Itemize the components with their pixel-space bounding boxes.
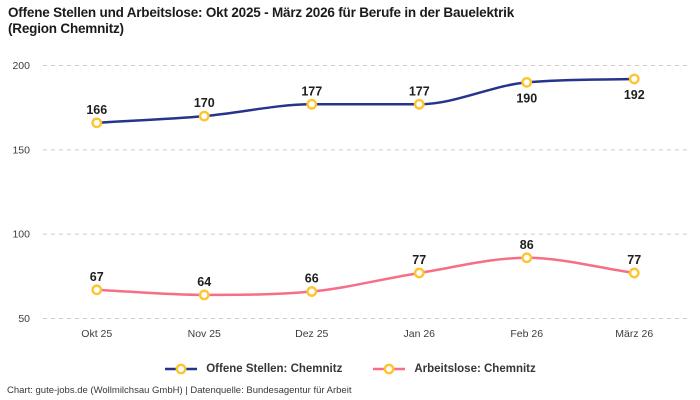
data-point-label: 86 [520,238,534,252]
data-point-label: 177 [301,84,322,98]
data-point-marker[interactable] [198,110,210,122]
data-point-marker[interactable] [628,73,640,85]
data-point-label: 77 [412,253,426,267]
data-point-marker[interactable] [91,284,103,296]
data-point-marker[interactable] [413,267,425,279]
data-point-label: 166 [86,103,107,117]
data-point-marker[interactable] [628,267,640,279]
y-tick-label: 200 [12,60,30,72]
legend-line-marker-icon [165,363,198,375]
x-tick-label: Dez 25 [295,328,328,340]
data-point-label: 67 [90,270,104,284]
x-tick-label: Nov 25 [188,328,221,340]
legend-item-offene-stellen[interactable]: Offene Stellen: Chemnitz [164,363,342,375]
series-line [95,77,636,125]
data-point-label: 177 [409,84,430,98]
data-point-marker[interactable] [198,289,210,301]
chart-title-line2: (Region Chemnitz) [8,21,124,36]
data-point-marker[interactable] [413,98,425,110]
x-tick-label: Feb 26 [510,328,543,340]
data-point-label: 77 [627,253,641,267]
data-point-marker[interactable] [306,286,318,297]
chart-title-line1: Offene Stellen und Arbeitslose: Okt 2025… [8,5,515,20]
x-tick-label: Jan 26 [403,328,435,340]
chart-footer-source: Chart: gute-jobs.de (Wollmilchsau GmbH) … [7,385,352,396]
data-point-marker[interactable] [306,98,318,110]
data-point-marker[interactable] [91,117,103,129]
x-tick-label: März 26 [615,328,653,340]
chart-legend: Offene Stellen: Chemnitz Arbeitslose: Ch… [0,360,700,378]
legend-line-marker-icon [373,363,406,375]
legend-label-offene-stellen: Offene Stellen: Chemnitz [206,363,343,375]
data-point-label: 192 [624,88,645,102]
y-tick-label: 50 [18,313,30,325]
legend-label-arbeitslose: Arbeitslose: Chemnitz [414,363,536,375]
data-point-label: 64 [197,275,211,289]
chart-title: Offene Stellen und Arbeitslose: Okt 2025… [8,5,668,37]
x-tick-label: Okt 25 [81,328,112,340]
data-point-label: 170 [194,96,215,110]
data-point-label: 190 [516,91,537,105]
y-tick-label: 150 [12,144,30,156]
data-point-label: 66 [305,272,319,286]
y-tick-label: 100 [12,229,30,241]
series-line [95,256,636,297]
legend-item-arbeitslose[interactable]: Arbeitslose: Chemnitz [372,363,536,375]
data-point-marker[interactable] [521,252,533,264]
data-point-marker[interactable] [521,76,533,88]
